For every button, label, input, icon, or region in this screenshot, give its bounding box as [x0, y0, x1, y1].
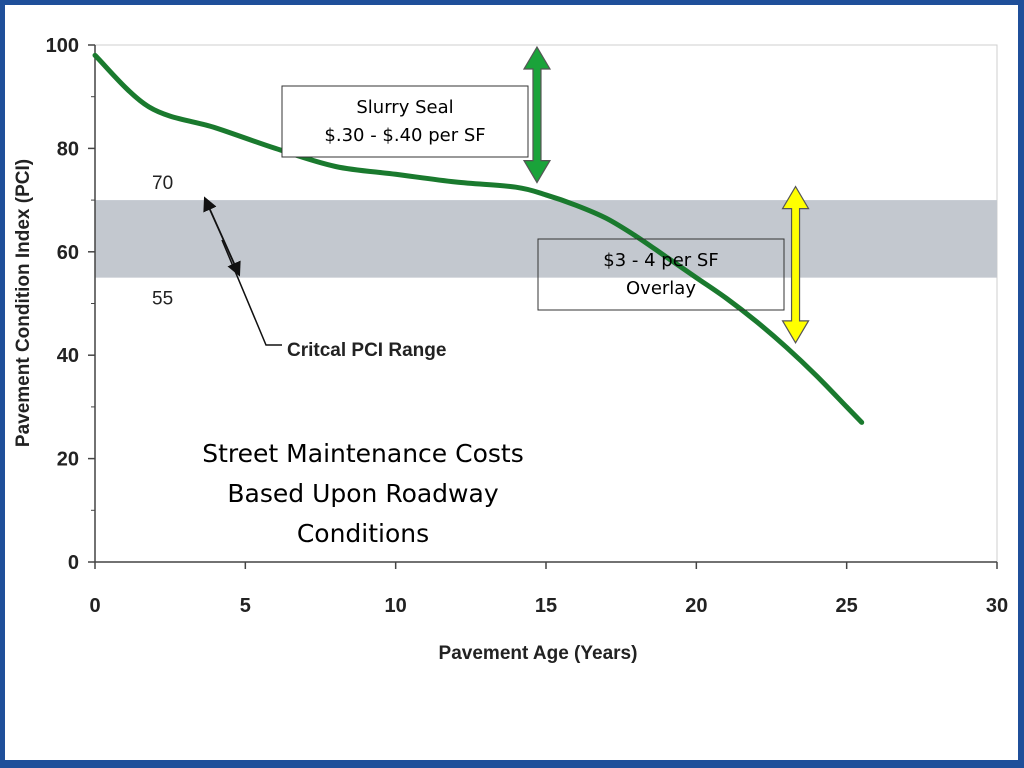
y-tick-label: 80: [57, 138, 79, 160]
line-layer: [92, 52, 865, 425]
pci-curve: [92, 52, 865, 425]
slurry-seal-box: [281, 85, 529, 158]
critical-range-arrow: [203, 196, 241, 277]
x-axis-title: Pavement Age (Years): [439, 643, 638, 664]
x-tick-label: 30: [986, 595, 1008, 617]
y-tick-label: 100: [46, 35, 79, 57]
y-tick-label: 20: [57, 449, 79, 471]
x-tick-label: 5: [240, 595, 251, 617]
y-tick-label: 60: [57, 242, 79, 264]
slurry-seal-double-arrow: [522, 45, 552, 184]
overlay-text: $3 - 4 per SF: [603, 250, 718, 271]
slurry-seal-text: Slurry Seal: [356, 97, 453, 118]
y-axis-title: Pavement Condition Index (PCI): [13, 159, 34, 447]
x-tick-label: 10: [385, 595, 407, 617]
x-tick-label: 25: [836, 595, 858, 617]
band-lower-label: 55: [152, 289, 173, 310]
caption-line: Street Maintenance Costs: [202, 439, 523, 468]
overlay-text: Overlay: [626, 278, 696, 299]
y-tick-label: 40: [57, 345, 79, 367]
x-tick-label: 20: [685, 595, 707, 617]
annotation-layer: 70 55 Critcal PCI Range Slurry Seal $.30 - $…: [152, 45, 810, 548]
slurry-seal-text: $.30 - $.40 per SF: [324, 125, 485, 146]
y-tick-label: 0: [68, 552, 79, 574]
x-tick-label: 0: [89, 595, 100, 617]
caption-line: Based Upon Roadway: [227, 479, 498, 508]
axes-layer: 0 20 40 60 80 100 0 5 10 15 20 25 30: [46, 35, 1009, 617]
plot-area: [94, 44, 998, 563]
caption-line: Conditions: [297, 519, 429, 548]
critical-range-label: Critcal PCI Range: [287, 340, 446, 361]
band-upper-label: 70: [152, 173, 173, 194]
overlay-double-arrow: [781, 185, 810, 345]
overlay-box: [537, 238, 785, 311]
critical-range-leader: [221, 239, 282, 346]
x-tick-label: 15: [535, 595, 557, 617]
